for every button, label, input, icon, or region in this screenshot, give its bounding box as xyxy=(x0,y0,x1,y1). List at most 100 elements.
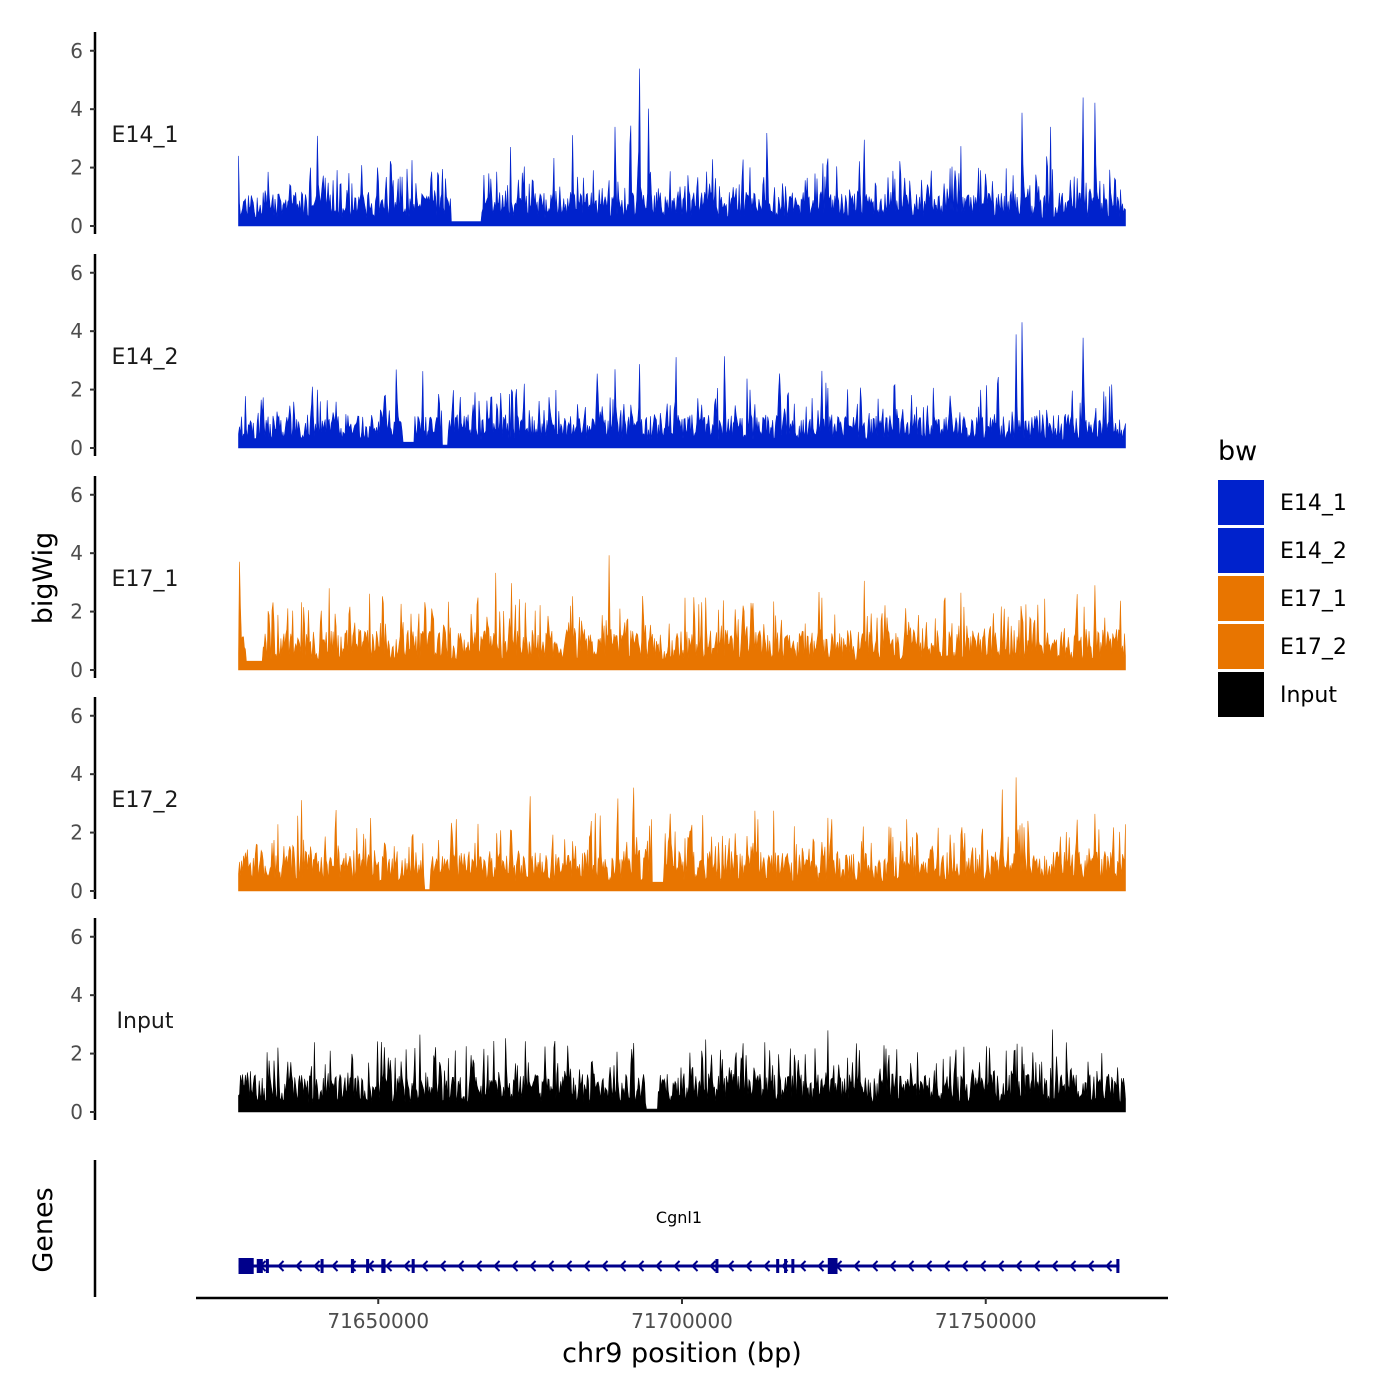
strand-arrow xyxy=(799,1260,807,1272)
strand-arrow xyxy=(1069,1260,1077,1272)
gene-label: Cgnl1 xyxy=(656,1208,702,1227)
strand-arrow xyxy=(745,1260,753,1272)
strand-arrow xyxy=(961,1260,969,1272)
legend-swatch xyxy=(1218,576,1264,621)
gene-exon xyxy=(791,1259,795,1273)
y-tick-label: 2 xyxy=(70,1042,83,1066)
gene-exon xyxy=(827,1258,838,1274)
strand-arrow xyxy=(1051,1260,1059,1272)
strand-arrow xyxy=(1033,1260,1041,1272)
gene-exon xyxy=(715,1259,719,1273)
y-tick-label: 2 xyxy=(70,378,83,402)
strand-arrow xyxy=(403,1260,411,1272)
y-tick-label: 2 xyxy=(70,821,83,845)
y-tick-label: 0 xyxy=(70,658,83,682)
y-tick-label: 0 xyxy=(70,214,83,238)
strand-arrow xyxy=(889,1260,897,1272)
legend-title: bw xyxy=(1218,436,1257,467)
track-label: E14_2 xyxy=(112,345,179,370)
signal-area xyxy=(238,1029,1126,1113)
y-tick-label: 6 xyxy=(70,925,83,949)
y-tick-label: 4 xyxy=(70,762,83,786)
legend-swatch xyxy=(1218,672,1264,717)
track-e14-2: 0 2 4 6 E14_2 xyxy=(70,254,1126,460)
legend-label: E14_1 xyxy=(1280,491,1347,516)
legend-swatch xyxy=(1218,624,1264,669)
gene-exon xyxy=(784,1259,788,1273)
strand-arrow xyxy=(601,1260,609,1272)
x-axis: 71650000 71700000 71750000 xyxy=(196,1296,1168,1333)
signal-area xyxy=(238,68,1126,227)
gene-exon xyxy=(381,1259,386,1273)
gene-exon xyxy=(776,1259,780,1273)
legend-swatch xyxy=(1218,480,1264,525)
strand-arrow xyxy=(511,1260,519,1272)
strand-arrow xyxy=(493,1260,501,1272)
strand-arrow xyxy=(277,1260,285,1272)
genes-axis-title: Genes xyxy=(28,1187,59,1272)
gene-exon xyxy=(265,1259,269,1273)
strand-arrow xyxy=(439,1260,447,1272)
strand-arrow xyxy=(691,1260,699,1272)
strand-arrow xyxy=(655,1260,663,1272)
strand-arrow xyxy=(871,1260,879,1272)
strand-arrow xyxy=(853,1260,861,1272)
gene-exon xyxy=(256,1259,263,1273)
y-axis-title: bigWig xyxy=(28,532,59,625)
gene-exon xyxy=(411,1259,415,1273)
strand-arrow xyxy=(907,1260,915,1272)
strand-arrow xyxy=(421,1260,429,1272)
strand-arrow xyxy=(763,1260,771,1272)
legend-swatch xyxy=(1218,528,1264,573)
track-panels: 0 2 4 6 E14_1 0 2 4 6 E14_2 0 2 4 6 E17_1 0 2 4 6 E17_2 0 2 4 6… xyxy=(70,32,1126,1124)
legend-label: Input xyxy=(1280,683,1337,708)
strand-arrow xyxy=(619,1260,627,1272)
strand-arrow xyxy=(673,1260,681,1272)
strand-arrow xyxy=(385,1260,393,1272)
y-tick-label: 4 xyxy=(70,97,83,121)
strand-arrow xyxy=(547,1260,555,1272)
legend-label: E17_1 xyxy=(1280,587,1347,612)
strand-arrow xyxy=(529,1260,537,1272)
track-e17-2: 0 2 4 6 E17_2 xyxy=(70,697,1126,903)
y-tick-label: 0 xyxy=(70,1100,83,1124)
strand-arrow xyxy=(1015,1260,1023,1272)
legend-label: E14_2 xyxy=(1280,539,1347,564)
track-e14-1: 0 2 4 6 E14_1 xyxy=(70,32,1126,238)
strand-arrow xyxy=(331,1260,339,1272)
signal-area xyxy=(238,777,1126,892)
gene-exon xyxy=(350,1259,354,1273)
strand-arrow xyxy=(1087,1260,1095,1272)
gene-track-panel: Cgnl1 xyxy=(93,1160,1120,1297)
y-tick-label: 0 xyxy=(70,879,83,903)
track-label: E14_1 xyxy=(112,123,179,148)
y-tick-label: 0 xyxy=(70,436,83,460)
track-input: 0 2 4 6 Input xyxy=(70,918,1126,1124)
y-tick-label: 4 xyxy=(70,541,83,565)
y-tick-label: 6 xyxy=(70,39,83,63)
strand-arrow xyxy=(817,1260,825,1272)
track-label: E17_1 xyxy=(112,567,179,592)
strand-arrow xyxy=(979,1260,987,1272)
gene-exon xyxy=(1116,1259,1120,1273)
y-tick-label: 6 xyxy=(70,483,83,507)
track-label: Input xyxy=(117,1009,174,1034)
y-tick-label: 4 xyxy=(70,319,83,343)
strand-arrow xyxy=(709,1260,717,1272)
y-tick-label: 4 xyxy=(70,983,83,1007)
x-tick-label: 71750000 xyxy=(935,1309,1037,1333)
signal-area xyxy=(238,555,1126,671)
strand-arrow xyxy=(943,1260,951,1272)
x-tick-label: 71700000 xyxy=(631,1309,733,1333)
strand-arrow xyxy=(637,1260,645,1272)
strand-arrow xyxy=(583,1260,591,1272)
track-e17-1: 0 2 4 6 E17_1 xyxy=(70,476,1126,682)
strand-arrow xyxy=(1105,1260,1113,1272)
strand-arrow xyxy=(727,1260,735,1272)
strand-arrow xyxy=(295,1260,303,1272)
y-tick-label: 2 xyxy=(70,600,83,624)
signal-area xyxy=(238,322,1126,449)
y-tick-label: 6 xyxy=(70,704,83,728)
strand-arrow xyxy=(925,1260,933,1272)
